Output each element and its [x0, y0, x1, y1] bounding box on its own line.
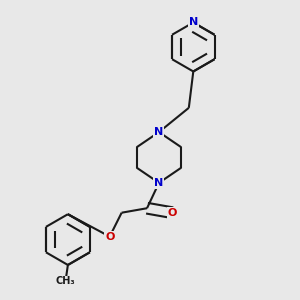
Text: N: N	[154, 178, 164, 188]
Text: N: N	[154, 127, 164, 137]
Text: CH₃: CH₃	[56, 276, 75, 286]
Text: O: O	[105, 232, 114, 242]
Text: N: N	[189, 17, 198, 28]
Text: O: O	[168, 208, 177, 218]
